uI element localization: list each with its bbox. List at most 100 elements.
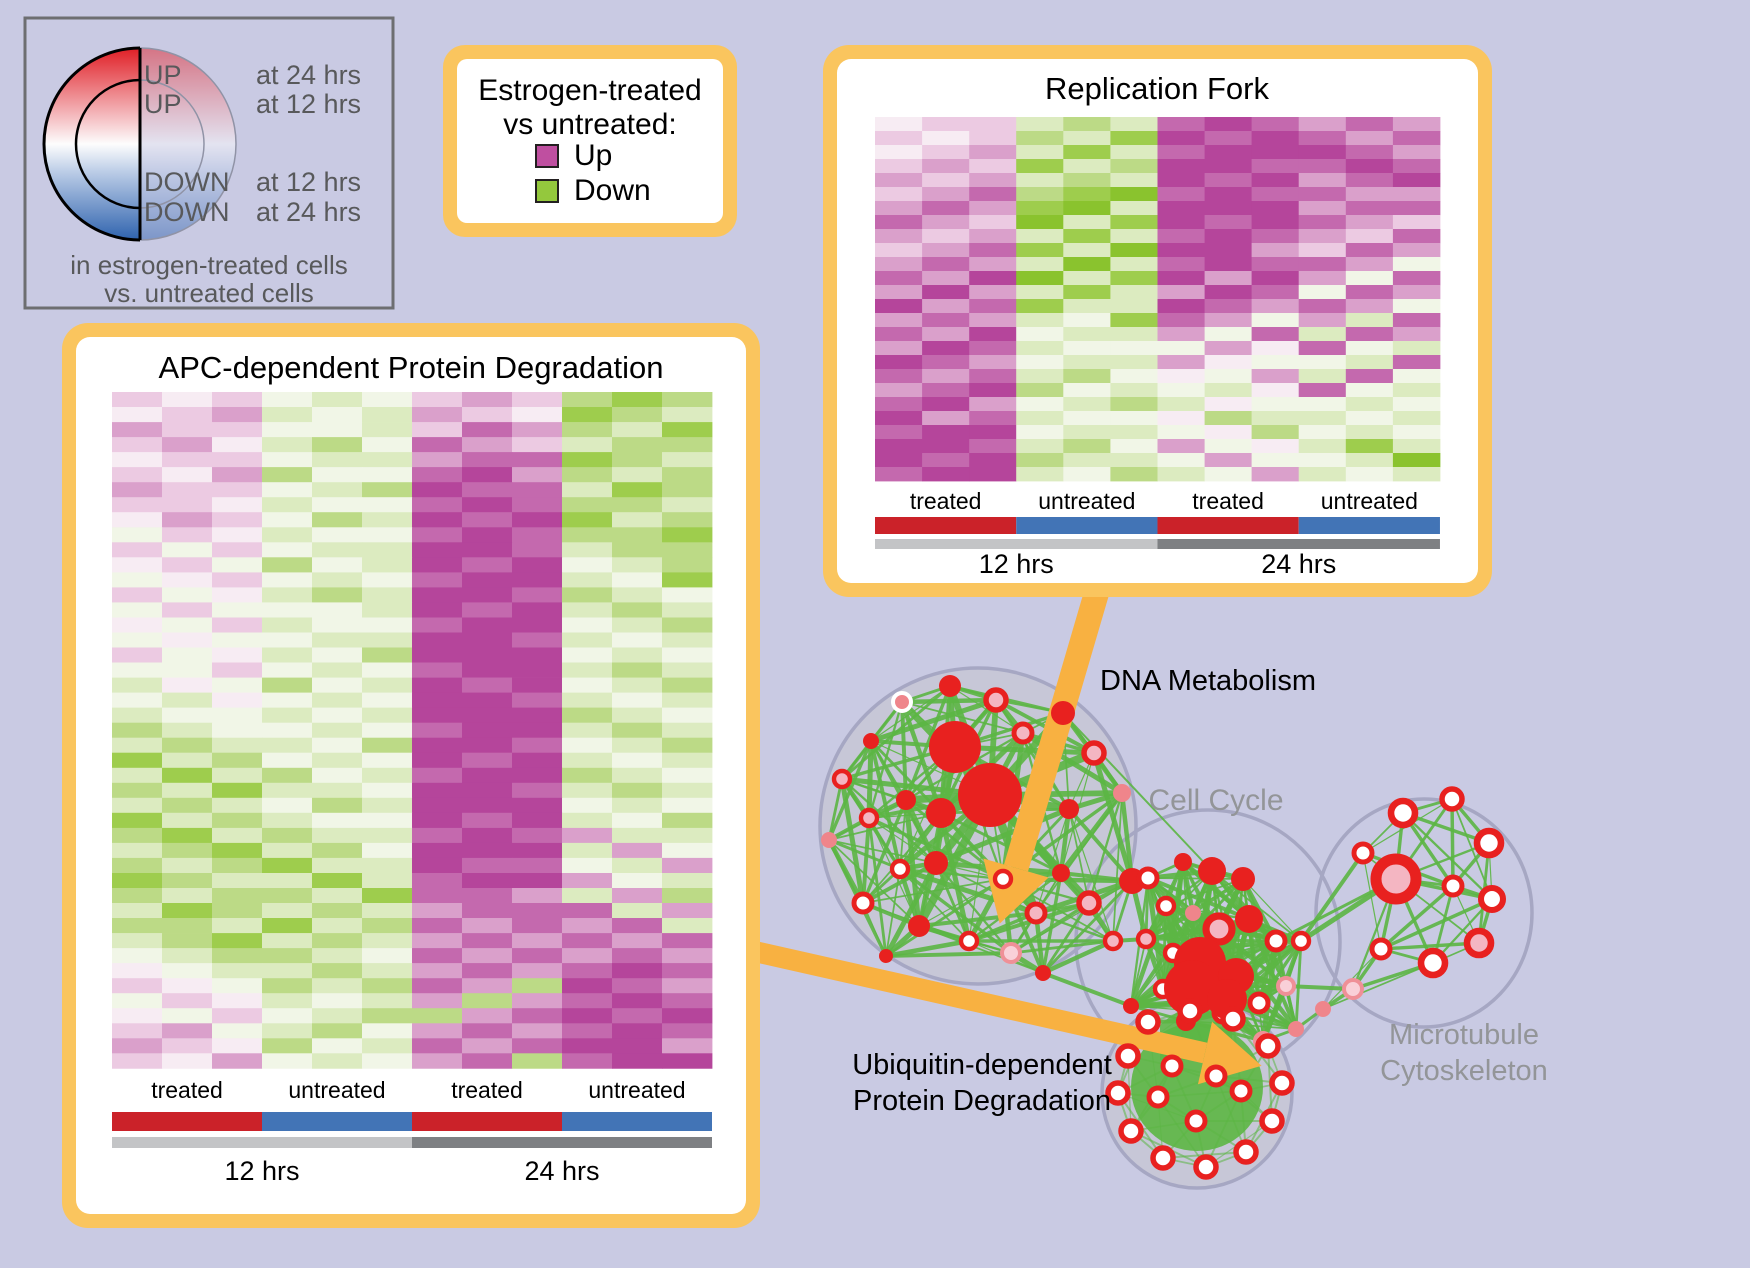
gene-node-salmon (1315, 1001, 1331, 1017)
heatmap-cell (1016, 257, 1064, 272)
heatmap-cell (362, 1008, 413, 1024)
heatmap-cell (969, 355, 1017, 370)
gene-node-pink-ring (1202, 912, 1236, 946)
heatmap-cell (1016, 299, 1064, 314)
heatmap-cell (412, 1038, 463, 1054)
heatmap-cell (212, 452, 263, 468)
heatmap-cell (362, 782, 413, 799)
heatmap-cell (162, 812, 213, 829)
heatmap-cell (1204, 201, 1253, 216)
heatmap-cell (922, 145, 970, 160)
heatmap-cell (562, 632, 613, 648)
condition-label: treated (1192, 488, 1264, 514)
heatmap-cell (262, 873, 313, 889)
heatmap-cell (262, 482, 313, 498)
heatmap-cell (512, 527, 563, 543)
updown-legend-title1: Estrogen-treated (478, 74, 701, 107)
heatmap-cell (662, 918, 713, 934)
heatmap-cell (462, 542, 513, 558)
heatmap-cell (875, 453, 923, 468)
heatmap-cell (1110, 369, 1158, 384)
heatmap-cell (612, 737, 663, 754)
heatmap-cell (1392, 173, 1441, 188)
heatmap-cell (412, 482, 463, 498)
heatmap-cell (1063, 173, 1111, 188)
heatmap-cell (262, 632, 313, 648)
heatmap-cell (512, 557, 563, 573)
heatmap-cell (1157, 201, 1205, 216)
heatmap-cell (1110, 313, 1158, 328)
heatmap-cell (262, 437, 313, 453)
heatmap-cell (112, 392, 163, 408)
condition-label: untreated (1038, 488, 1135, 514)
callout-arrow-shaft (745, 939, 1208, 1064)
heatmap-cell (562, 647, 613, 663)
heatmap-cell (1251, 257, 1300, 272)
heatmap-cell (412, 617, 463, 633)
heatmap-cell (462, 632, 513, 648)
heatmap-cell (1016, 453, 1064, 468)
network-edge (885, 877, 1004, 958)
heatmap-cell (1345, 173, 1394, 188)
replication-heatmap: treated untreated treated untreated 12 hrs 24… (875, 117, 1441, 579)
heatmap-cell (662, 903, 713, 919)
heatmap-cell (612, 572, 663, 588)
heatmap-cell (562, 722, 613, 739)
heatmap-cell (562, 948, 613, 964)
heatmap-cell (262, 978, 313, 994)
heatmap-cell (1110, 173, 1158, 188)
heatmap-cell (562, 767, 613, 784)
heatmap-cell (1110, 271, 1158, 286)
heatmap-cell (1016, 187, 1064, 202)
time-label: 24 hrs (1261, 549, 1336, 579)
heatmap-cell (112, 512, 163, 528)
heatmap-cell (1157, 145, 1205, 160)
gene-node-solid (1198, 857, 1226, 885)
heatmap-cell (1063, 411, 1111, 426)
gene-node-pale-ring (1276, 976, 1296, 996)
heatmap-cell (969, 187, 1017, 202)
heatmap-cell (212, 482, 263, 498)
heatmap-cell (512, 827, 563, 844)
time-bar (1157, 539, 1440, 549)
heatmap-cell (362, 722, 413, 739)
heatmap-cell (1016, 411, 1064, 426)
heatmap-cell (969, 243, 1017, 258)
replication-fork-panel: Replication Fork treated untreated treated… (823, 45, 1492, 597)
heatmap-cell (162, 918, 213, 934)
network-edge (1379, 884, 1455, 951)
heatmap-cell (212, 993, 263, 1009)
heatmap-cell (412, 647, 463, 663)
heatmap-cell (1204, 159, 1253, 174)
heatmap-cell (462, 1038, 513, 1054)
heatmap-cell (1110, 453, 1158, 468)
heatmap-cell (412, 918, 463, 934)
heatmap-cell (362, 542, 413, 558)
heatmap-cell (875, 383, 923, 398)
replication-panel-title: Replication Fork (1045, 71, 1269, 106)
heatmap-cell (412, 1008, 463, 1024)
heatmap-cell (612, 948, 663, 964)
heatmap-cell (1345, 453, 1394, 468)
gene-node-solid (1231, 867, 1255, 891)
heatmap-cell (1251, 159, 1300, 174)
heatmap-cell (612, 993, 663, 1009)
heatmap-cell (1392, 299, 1441, 314)
heatmap-cell (462, 662, 513, 678)
heatmap-cell (212, 1008, 263, 1024)
heatmap-cell (162, 797, 213, 814)
heatmap-cell (562, 542, 613, 558)
gene-node-ring (1439, 786, 1465, 812)
heatmap-cell (162, 497, 213, 513)
heatmap-cell (312, 677, 363, 694)
network-edge (862, 812, 942, 904)
heatmap-cell (1298, 187, 1347, 202)
heatmap-cell (212, 918, 263, 934)
heatmap-cell (112, 542, 163, 558)
heatmap-cell (1251, 285, 1300, 300)
heatmap-cell (969, 369, 1017, 384)
heatmap-cell (1204, 131, 1253, 146)
heatmap-cell (512, 632, 563, 648)
network-edge (1147, 877, 1244, 880)
